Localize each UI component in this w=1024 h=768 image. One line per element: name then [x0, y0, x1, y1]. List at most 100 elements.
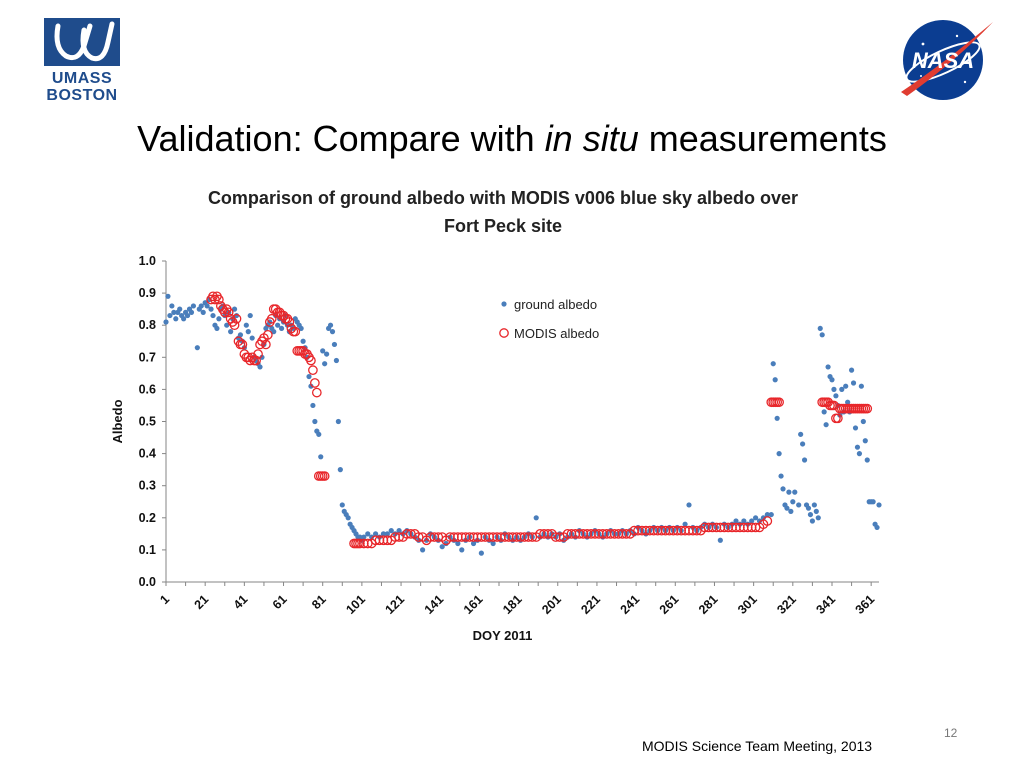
y-tick-label: 0.0 [139, 575, 156, 589]
ground-albedo-point [823, 422, 829, 428]
ground-albedo-point [331, 341, 338, 348]
ground-albedo-point [858, 383, 864, 389]
ground-albedo-point [171, 309, 177, 315]
ground-albedo-point [741, 518, 747, 524]
umass-boston-logo: UMASS BOSTON [44, 18, 120, 106]
ground-albedo-point [369, 534, 375, 540]
ground-albedo-point [760, 515, 767, 521]
ground-albedo-point [811, 502, 817, 508]
ground-albedo-point [339, 502, 345, 508]
y-tick-label: 0.5 [139, 415, 156, 429]
ground-albedo-point [322, 361, 328, 367]
ground-albedo-point [177, 306, 183, 312]
x-tick-label: 121 [383, 592, 408, 617]
ground-albedo-point [200, 309, 206, 315]
ground-albedo-point [214, 325, 220, 332]
legend-marker-ground [501, 301, 507, 307]
modis-albedo-point [237, 339, 248, 350]
x-tick-label: 41 [231, 592, 251, 612]
umass-logo-line1: UMASS [51, 70, 113, 87]
x-axis-ticks: 1 21 41 61 81 101 121 141 161 181 201 221 241 261 281 3… [157, 582, 877, 617]
modis-albedo-point [284, 317, 295, 327]
ground-albedo-point [848, 367, 855, 373]
ground-albedo-point [228, 329, 234, 335]
slide-title-part1: Validation: Compare with [137, 118, 545, 159]
ground-albedo-point [169, 303, 175, 309]
y-axis-label: Albedo [110, 399, 125, 443]
x-tick-label: 21 [192, 592, 212, 612]
ground-albedo-point [756, 518, 763, 524]
modis-albedo-point [251, 355, 261, 366]
umass-logo-line2: BOSTON [46, 87, 118, 104]
ground-albedo-point [439, 544, 445, 550]
modis-albedo-point [253, 349, 263, 359]
ground-albedo-point [316, 431, 322, 437]
slide-title: Validation: Compare with in situ measure… [0, 118, 1024, 160]
ground-albedo-point [682, 521, 688, 527]
ground-albedo-point [181, 316, 187, 322]
ground-albedo-point [245, 329, 251, 335]
ground-albedo-point [717, 537, 723, 543]
modis-albedo-point [762, 516, 773, 526]
ground-albedo-point [210, 312, 216, 319]
ground-albedo-point [860, 418, 866, 425]
y-tick-label: 0.6 [139, 382, 156, 396]
x-axis-label: DOY 2011 [473, 628, 533, 643]
modis-albedo-point [862, 403, 873, 414]
ground-albedo-point [190, 303, 197, 309]
modis-albedo-point [319, 471, 330, 481]
ground-albedo-point [231, 306, 238, 312]
modis-albedo-point [311, 387, 322, 398]
x-tick-label: 241 [618, 592, 643, 617]
modis-albedo-point [774, 397, 784, 408]
slide-footer: MODIS Science Team Meeting, 2013 [642, 738, 873, 754]
ground-albedo-point [335, 418, 341, 425]
ground-albedo-point [308, 383, 314, 389]
ground-albedo-point [318, 454, 324, 460]
ground-albedo-point [809, 518, 816, 524]
ground-albedo-point [850, 380, 857, 386]
x-tick-label: 321 [774, 592, 799, 617]
ground-albedo-point [388, 528, 394, 534]
y-tick-label: 0.9 [139, 286, 156, 300]
modis-albedo-point [308, 365, 318, 375]
ground-albedo-point [533, 515, 539, 521]
ground-albedo-point [455, 540, 461, 547]
modis-albedo-point [214, 294, 224, 305]
ground-albedo-point [778, 473, 784, 479]
ground-albedo-point [770, 361, 776, 367]
ground-albedo-point [173, 316, 179, 322]
ground-albedo-point [821, 409, 827, 415]
albedo-scatter-chart: Comparison of ground albedo with MODIS v… [110, 188, 882, 643]
x-tick-label: 281 [696, 592, 721, 617]
ground-albedo-point [337, 467, 343, 473]
slide-title-part2: measurements [638, 118, 887, 159]
ground-albedo-point [345, 515, 351, 521]
ground-albedo-point [839, 386, 845, 392]
ground-albedo-point [257, 364, 263, 370]
ground-albedo-point [874, 524, 880, 531]
ground-albedo-point [856, 451, 863, 457]
ground-albedo-point [224, 322, 230, 328]
ground-albedo-point [306, 373, 312, 380]
y-tick-label: 0.7 [139, 350, 156, 364]
ground-albedo-point [216, 316, 222, 322]
legend-marker-modis [499, 328, 509, 338]
ground-albedo-point [768, 511, 774, 518]
ground-albedo-point [243, 322, 249, 328]
modis-albedo-point [290, 326, 301, 337]
ground-albedo-point [774, 415, 780, 421]
x-tick-label: 61 [270, 592, 290, 612]
y-tick-label: 0.8 [139, 318, 156, 332]
modis-albedo-point [229, 320, 240, 331]
ground-albedo-point [275, 322, 281, 328]
ground-albedo-point [792, 489, 798, 495]
ground-albedo-point [259, 354, 265, 360]
ground-albedo-point [320, 348, 326, 354]
ground-albedo-point [329, 329, 336, 335]
ground-albedo-point [876, 502, 882, 508]
ground-albedo-point [831, 386, 837, 392]
ground-albedo-point [752, 515, 759, 521]
ground-albedo-point [796, 502, 802, 508]
ground-albedo-point [780, 486, 786, 492]
